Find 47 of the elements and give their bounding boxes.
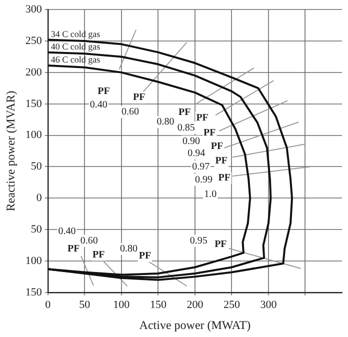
annotation: 1.0	[204, 188, 217, 200]
series-label: 40 C cold gas	[50, 41, 101, 52]
annotation: PF	[92, 249, 105, 260]
y-tick-label: 100	[25, 129, 42, 142]
x-tick-label: 250	[223, 298, 240, 311]
annotation: 0.85	[177, 122, 195, 134]
annotation: PF	[178, 107, 191, 118]
y-tick-label: 150	[25, 98, 42, 110]
annotation: 0.60	[122, 106, 139, 118]
annotation: PF	[138, 250, 152, 262]
annotation: 0.40	[58, 226, 76, 238]
y-tick-label: 250	[25, 34, 42, 47]
annotation: PF	[218, 172, 230, 184]
y-tick-label: 100	[25, 254, 42, 267]
annotation: PF	[196, 112, 208, 124]
x-axis-title: Active power (MWAT)	[139, 318, 251, 332]
x-tick-label: 200	[186, 298, 204, 311]
annotation: 0.94	[188, 148, 206, 160]
annotation: PF	[214, 239, 227, 250]
series-label: 46 C cold gas	[50, 54, 101, 65]
y-tick-label: 150	[25, 286, 42, 298]
annotation: 0.80	[156, 116, 174, 128]
annotation: 0.97	[192, 161, 210, 172]
y-tick-label: 50	[30, 223, 42, 236]
y-tick-label: 300	[25, 3, 42, 16]
annotation: PF	[210, 141, 224, 152]
x-tick-label: 0	[45, 298, 52, 311]
series-label: 34 C cold gas	[50, 28, 101, 39]
annotation: PF	[204, 127, 216, 138]
annotation: PF	[132, 92, 146, 104]
annotation: PF	[215, 156, 228, 167]
annotation: 0.80	[120, 244, 138, 255]
y-tick-label: 50	[30, 160, 42, 173]
annotation: PF	[68, 244, 80, 255]
annotation: 0.95	[190, 235, 208, 246]
annotation: PF	[98, 86, 110, 97]
annotation: 0.99	[195, 174, 213, 186]
annotation: 0.60	[80, 235, 98, 246]
x-tick-label: 150	[150, 298, 167, 311]
x-tick-label: 50	[79, 298, 91, 311]
y-axis-title: Reactive power (MVAR)	[3, 90, 18, 212]
x-tick-label: 100	[113, 298, 130, 311]
annotation: 0.40	[90, 100, 108, 111]
y-tick-label: 200	[25, 66, 42, 78]
y-tick-label: 0	[36, 192, 42, 204]
x-tick-label: 300	[260, 298, 278, 311]
annotation: 0.90	[182, 136, 200, 148]
